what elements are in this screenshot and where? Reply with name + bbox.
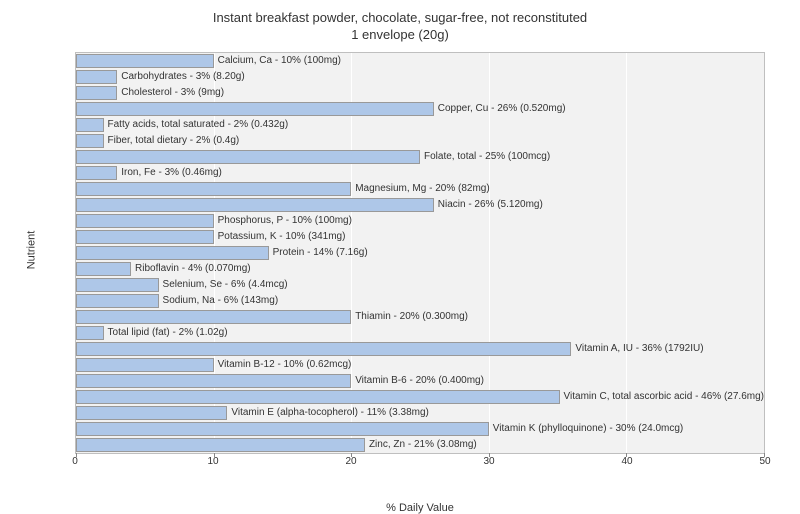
bar-row: Thiamin - 20% (0.300mg) [76,310,764,324]
bar-label: Sodium, Na - 6% (143mg) [163,295,279,306]
bar [76,198,434,212]
bar-row: Riboflavin - 4% (0.070mg) [76,262,764,276]
bar-label: Phosphorus, P - 10% (100mg) [218,215,352,226]
bar-label: Calcium, Ca - 10% (100mg) [218,55,341,66]
bar-row: Vitamin C, total ascorbic acid - 46% (27… [76,390,764,404]
bar-label: Thiamin - 20% (0.300mg) [355,311,468,322]
bar [76,118,104,132]
bar-row: Vitamin B-6 - 20% (0.400mg) [76,374,764,388]
x-tick-label: 30 [483,456,494,467]
bar-label: Carbohydrates - 3% (8.20g) [121,71,244,82]
bar [76,246,269,260]
bar-label: Selenium, Se - 6% (4.4mcg) [163,279,288,290]
plot-area: Calcium, Ca - 10% (100mg) Carbohydrates -… [75,52,765,454]
bar-row: Niacin - 26% (5.120mg) [76,198,764,212]
bar [76,358,214,372]
bar-label: Vitamin B-12 - 10% (0.62mcg) [218,359,352,370]
bar-row: Iron, Fe - 3% (0.46mg) [76,166,764,180]
bar-label: Magnesium, Mg - 20% (82mg) [355,183,490,194]
bar [76,310,351,324]
bar-label: Vitamin A, IU - 36% (1792IU) [575,343,703,354]
bar [76,422,489,436]
x-axis-label: % Daily Value [75,502,765,514]
bar-row: Magnesium, Mg - 20% (82mg) [76,182,764,196]
title-line-2: 1 envelope (20g) [351,27,449,42]
bar [76,166,117,180]
x-tick-label: 50 [759,456,770,467]
bar-row: Potassium, K - 10% (341mg) [76,230,764,244]
bar [76,326,104,340]
x-tick-label: 20 [345,456,356,467]
bar [76,390,560,404]
bar-label: Cholesterol - 3% (9mg) [121,87,224,98]
bar [76,150,420,164]
bar-row: Sodium, Na - 6% (143mg) [76,294,764,308]
chart-title: Instant breakfast powder, chocolate, sug… [20,10,780,44]
y-axis-label: Nutrient [25,231,37,270]
x-tick-label: 0 [72,456,78,467]
bar-label: Copper, Cu - 26% (0.520mg) [438,103,566,114]
x-tick-label: 40 [621,456,632,467]
bar-row: Vitamin E (alpha-tocopherol) - 11% (3.38… [76,406,764,420]
bar-label: Total lipid (fat) - 2% (1.02g) [108,327,228,338]
bar-row: Selenium, Se - 6% (4.4mcg) [76,278,764,292]
bar-label: Folate, total - 25% (100mcg) [424,151,550,162]
bar [76,182,351,196]
bar-label: Fatty acids, total saturated - 2% (0.432… [108,119,289,130]
bar-row: Fatty acids, total saturated - 2% (0.432… [76,118,764,132]
bar [76,70,117,84]
bar [76,54,214,68]
bar-row: Folate, total - 25% (100mcg) [76,150,764,164]
bar-row: Cholesterol - 3% (9mg) [76,86,764,100]
bar [76,438,365,452]
bar-row: Fiber, total dietary - 2% (0.4g) [76,134,764,148]
bar-row: Zinc, Zn - 21% (3.08mg) [76,438,764,452]
x-axis-ticks: 01020304050 [75,454,765,474]
bar-row: Vitamin A, IU - 36% (1792IU) [76,342,764,356]
bar-label: Zinc, Zn - 21% (3.08mg) [369,439,477,450]
bar-row: Copper, Cu - 26% (0.520mg) [76,102,764,116]
bar-row: Phosphorus, P - 10% (100mg) [76,214,764,228]
bar-label: Vitamin K (phylloquinone) - 30% (24.0mcg… [493,423,683,434]
bar-label: Fiber, total dietary - 2% (0.4g) [108,135,240,146]
nutrient-chart: Instant breakfast powder, chocolate, sug… [0,0,800,500]
bar-label: Vitamin E (alpha-tocopherol) - 11% (3.38… [231,407,429,418]
bar-label: Protein - 14% (7.16g) [273,247,368,258]
bar [76,406,227,420]
bar [76,134,104,148]
bar [76,214,214,228]
bar-row: Protein - 14% (7.16g) [76,246,764,260]
bar-row: Total lipid (fat) - 2% (1.02g) [76,326,764,340]
bar [76,374,351,388]
bar [76,230,214,244]
bar [76,294,159,308]
bar-label: Vitamin B-6 - 20% (0.400mg) [355,375,484,386]
bar-label: Iron, Fe - 3% (0.46mg) [121,167,222,178]
bar [76,342,571,356]
bar-label: Riboflavin - 4% (0.070mg) [135,263,251,274]
bar [76,278,159,292]
bar [76,86,117,100]
bar-row: Vitamin K (phylloquinone) - 30% (24.0mcg… [76,422,764,436]
bar [76,262,131,276]
bar-label: Vitamin C, total ascorbic acid - 46% (27… [564,391,764,402]
bar-label: Potassium, K - 10% (341mg) [218,231,346,242]
title-line-1: Instant breakfast powder, chocolate, sug… [213,10,587,25]
bar-row: Carbohydrates - 3% (8.20g) [76,70,764,84]
bar [76,102,434,116]
bar-label: Niacin - 26% (5.120mg) [438,199,543,210]
x-tick-label: 10 [207,456,218,467]
bar-row: Calcium, Ca - 10% (100mg) [76,54,764,68]
bar-row: Vitamin B-12 - 10% (0.62mcg) [76,358,764,372]
